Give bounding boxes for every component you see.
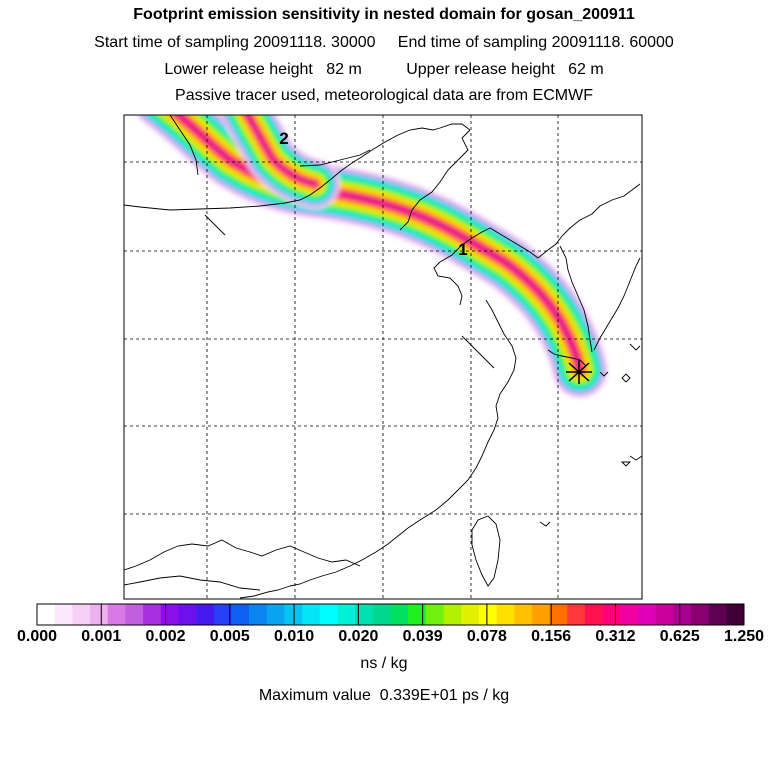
colorbar-cell (567, 604, 586, 625)
coastlines-and-borders (124, 115, 642, 599)
plume-band-1-10 (175, 115, 582, 372)
colorbar-cell (266, 604, 285, 625)
colorbar-cell (72, 604, 91, 625)
colorbar-cell (708, 604, 727, 625)
colorbar-cell (143, 604, 162, 625)
colorbar-tick-label: 0.625 (659, 628, 700, 645)
colorbar-tick-label: 0.010 (274, 628, 315, 645)
colorbar-cell (337, 604, 356, 625)
colorbar-tick-label: 0.039 (402, 628, 443, 645)
maximum-value-line: Maximum value 0.339E+01 ps / kg (258, 687, 510, 704)
colorbar-cell (160, 604, 179, 625)
colorbar-cell (107, 604, 126, 625)
colorbar-cell (443, 604, 462, 625)
colorbar-cell (213, 604, 232, 625)
colorbar-cell (478, 604, 497, 625)
colorbar-cell (602, 604, 621, 625)
emission-sensitivity-plume (136, 115, 608, 398)
map-frame (123, 114, 643, 600)
colorbar-cell (620, 604, 639, 625)
trajectory-label-1: 1 (458, 240, 467, 259)
colorbar-cell (637, 604, 656, 625)
tracer-info-line: Passive tracer used, meteorological data… (175, 87, 593, 104)
colorbar-cell (231, 604, 250, 625)
colorbar-cell (549, 604, 568, 625)
plume-band-2-10 (245, 115, 317, 186)
colorbar-tick-label: 0.156 (531, 628, 572, 645)
colorbar-cell (390, 604, 409, 625)
colorbar-cell (408, 604, 427, 625)
colorbar-cell (302, 604, 321, 625)
colorbar-cell (372, 604, 391, 625)
colorbar-cell (673, 604, 692, 625)
colorbar-cell (584, 604, 603, 625)
colorbar (36, 603, 745, 626)
colorbar-tick-label: 0.001 (81, 628, 122, 645)
colorbar-cell (425, 604, 444, 625)
colorbar-cell (514, 604, 533, 625)
colorbar-cell (249, 604, 268, 625)
colorbar-tick-label: 0.000 (16, 628, 58, 645)
plot-title: Footprint emission sensitivity in nested… (133, 6, 635, 23)
colorbar-tick-label: 0.002 (145, 628, 186, 645)
colorbar-cell (196, 604, 215, 625)
footprint-map: 2 1 (123, 114, 643, 600)
colorbar-cell (284, 604, 303, 625)
colorbar-tick-label: 0.078 (466, 628, 507, 645)
colorbar-cell (531, 604, 550, 625)
colorbar-cell (37, 604, 55, 625)
colorbar-cell (461, 604, 480, 625)
colorbar-tick-label: 1.250 (723, 628, 765, 645)
colorbar-cell (496, 604, 515, 625)
release-height-line: Lower release height 82 m Upper release … (164, 61, 604, 78)
colorbar-tick-label: 0.312 (595, 628, 636, 645)
map-gridlines (124, 115, 642, 599)
trajectory-label-2: 2 (279, 129, 288, 148)
colorbar-cell (655, 604, 674, 625)
colorbar-cell (690, 604, 709, 625)
colorbar-cell (125, 604, 144, 625)
colorbar-tick-label: 0.005 (209, 628, 250, 645)
colorbar-frame (36, 603, 745, 626)
colorbar-units: ns / kg (360, 655, 408, 672)
colorbar-cell (90, 604, 109, 625)
colorbar-tick-label: 0.020 (338, 628, 379, 645)
colorbar-cell (178, 604, 197, 625)
sampling-time-line: Start time of sampling 20091118. 30000 E… (94, 34, 674, 51)
colorbar-cell (54, 604, 73, 625)
colorbar-cell (319, 604, 338, 625)
colorbar-cell (726, 604, 745, 625)
receptor-marker-icon (566, 360, 592, 384)
colorbar-cell (355, 604, 374, 625)
